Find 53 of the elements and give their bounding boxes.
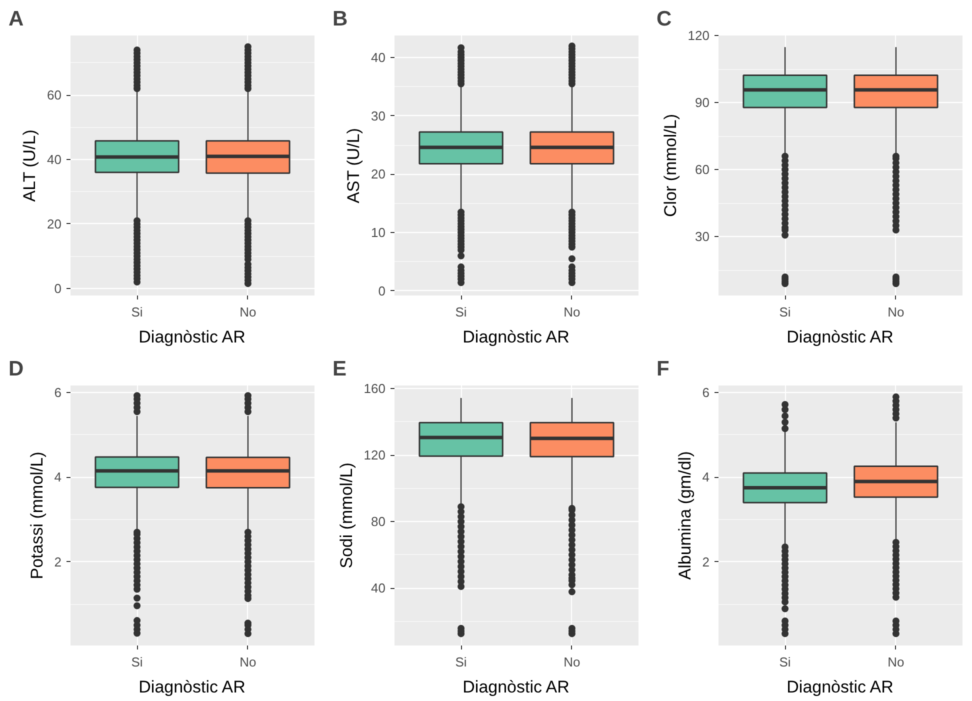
chart-title: B	[332, 8, 348, 30]
y-tick-label: 40	[371, 580, 386, 596]
y-axis-title: Clor (mmol/L)	[660, 114, 680, 217]
y-tick-label: 2	[54, 554, 62, 570]
chart-title: A	[8, 8, 24, 30]
x-tick-label: Si	[455, 304, 467, 320]
y-tick-label: 90	[695, 95, 710, 110]
chart-title: D	[8, 358, 24, 380]
y-tick-label: 30	[371, 108, 386, 124]
y-axis-title: Sodi (mmol/L)	[336, 462, 356, 568]
y-tick-label: 60	[695, 162, 710, 178]
y-tick-label: 0	[54, 280, 62, 296]
y-tick-label: 6	[54, 385, 62, 400]
y-tick-label: 30	[695, 229, 710, 244]
y-tick-label: 4	[702, 470, 710, 485]
y-axis-title: AST (U/L)	[344, 128, 364, 204]
chart-title: E	[332, 358, 347, 380]
y-axis-title: ALT (U/L)	[20, 130, 40, 202]
y-tick-label: 2	[702, 554, 710, 570]
chart-title: F	[656, 358, 670, 380]
y-tick-label: 4	[54, 470, 62, 485]
y-tick-label: 6	[702, 385, 710, 400]
x-tick-label: Si	[131, 654, 143, 670]
x-axis-title: Diagnòstic AR	[786, 678, 894, 696]
x-tick-label: Si	[779, 304, 791, 320]
y-tick-label: 20	[47, 216, 62, 232]
x-tick-label: Si	[131, 304, 143, 320]
x-tick-label: No	[564, 654, 580, 670]
y-tick-label: 10	[371, 225, 386, 240]
y-tick-label: 120	[364, 448, 386, 463]
x-tick-label: Si	[455, 654, 467, 670]
y-tick-label: 80	[371, 514, 386, 530]
x-axis-title: Diagnòstic AR	[138, 328, 246, 346]
x-axis-title: Diagnòstic AR	[138, 678, 246, 696]
x-axis-title: Diagnòstic AR	[462, 678, 570, 696]
y-tick-label: 20	[371, 166, 386, 182]
y-axis-title: Potassi (mmol/L)	[27, 452, 46, 580]
x-tick-label: No	[240, 304, 256, 320]
y-tick-label: 40	[371, 50, 386, 66]
x-tick-label: No	[888, 304, 904, 320]
y-tick-label: 160	[364, 381, 386, 396]
chart-title: C	[656, 8, 672, 30]
y-tick-label: 60	[47, 88, 62, 103]
y-tick-label: 120	[688, 28, 710, 43]
x-tick-label: Si	[779, 654, 791, 670]
x-axis-title: Diagnòstic AR	[786, 328, 894, 346]
x-tick-label: No	[564, 304, 580, 320]
y-tick-label: 0	[378, 283, 386, 298]
x-axis-title: Diagnòstic AR	[462, 328, 570, 346]
y-tick-label: 40	[47, 152, 62, 168]
x-tick-label: No	[888, 654, 904, 670]
x-tick-label: No	[240, 654, 256, 670]
y-axis-title: Albumina (gm/dl)	[675, 451, 694, 580]
